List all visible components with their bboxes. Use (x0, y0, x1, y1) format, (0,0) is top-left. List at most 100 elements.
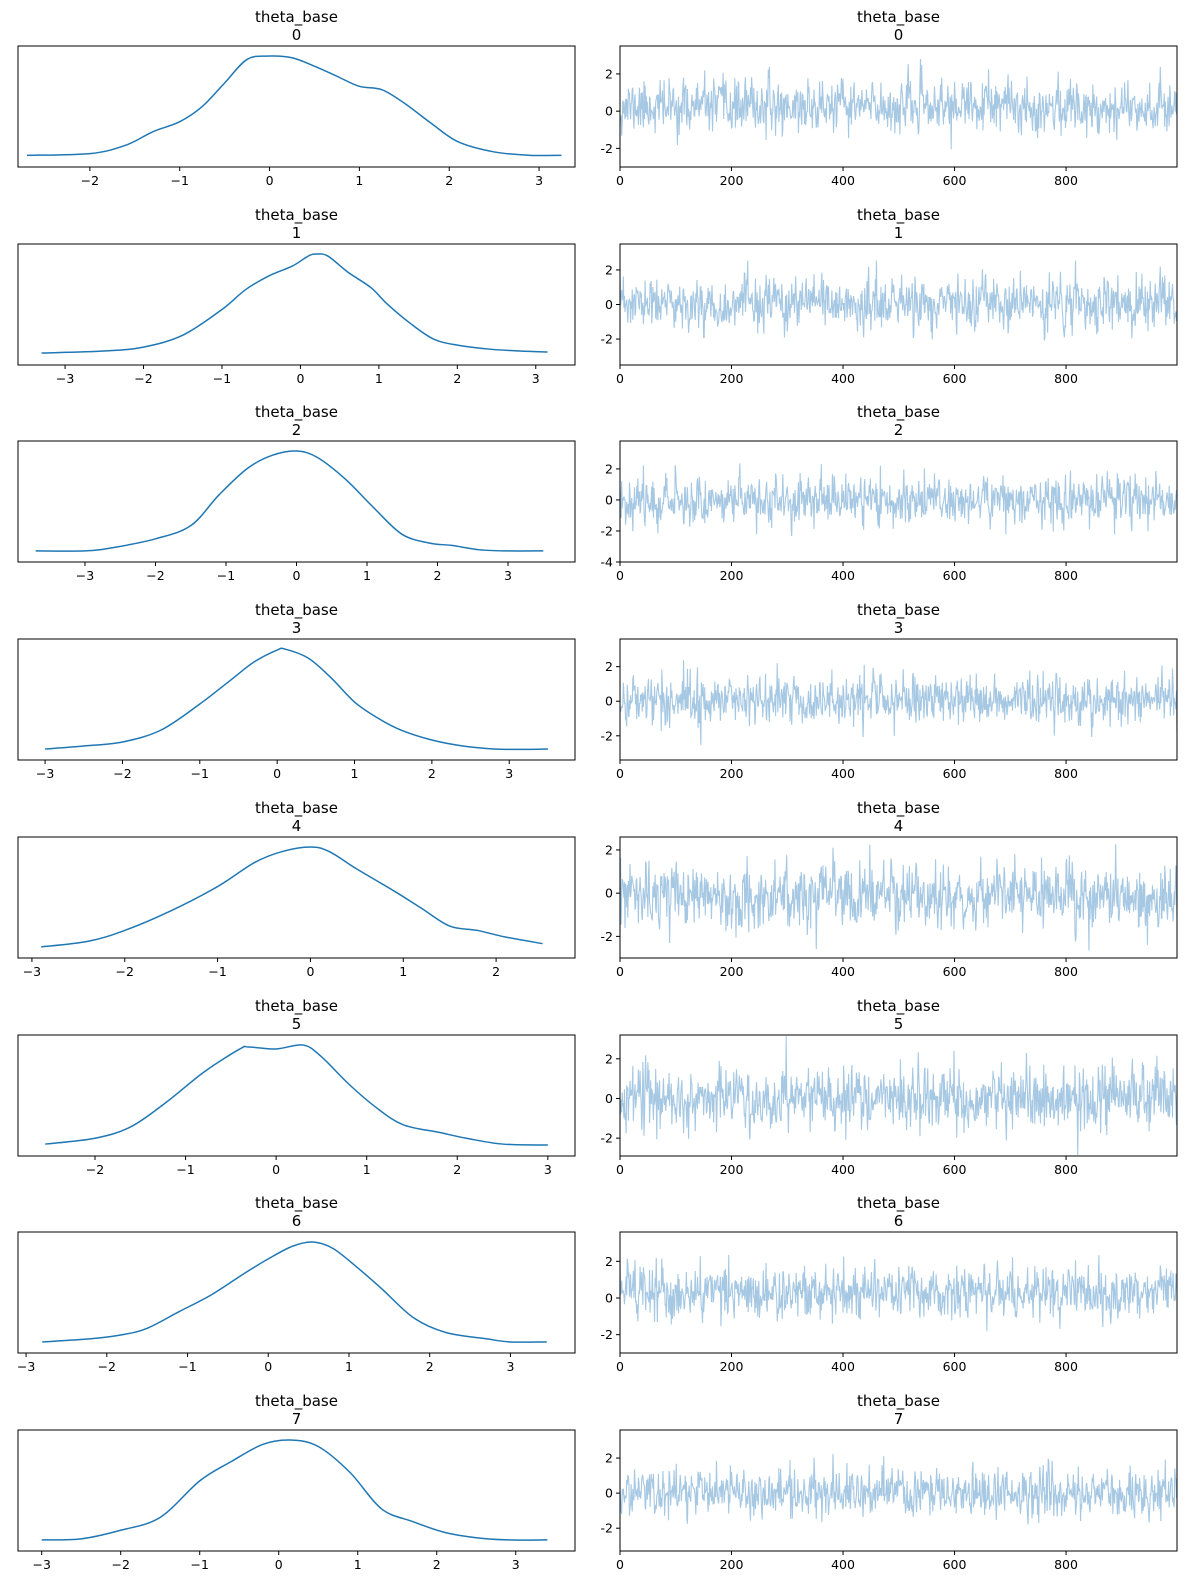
x-tick-label: 3 (532, 371, 540, 386)
axes-frame (17, 45, 576, 168)
axes-frame (619, 1231, 1178, 1354)
x-tick-label: 1 (354, 1557, 362, 1572)
x-tick-label: 200 (720, 1359, 744, 1374)
x-tick-label: 600 (943, 1162, 967, 1177)
y-tick-label: 2 (605, 461, 613, 476)
subplot-subtitle: 4 (894, 817, 904, 835)
trace-series-line (620, 463, 1177, 537)
x-tick-label: 400 (831, 1359, 855, 1374)
x-tick-label: 1 (363, 568, 371, 583)
x-tick-label: 2 (434, 568, 442, 583)
x-tick-label: −3 (23, 964, 41, 979)
y-tick-label: 0 (605, 1291, 613, 1306)
x-tick-label: 200 (720, 1162, 744, 1177)
subplot-title: theta_base (255, 1392, 338, 1411)
x-tick-label: 400 (831, 1162, 855, 1177)
x-tick-label: 400 (831, 173, 855, 188)
x-tick-label: 3 (535, 173, 543, 188)
x-tick-label: 800 (1054, 1557, 1078, 1572)
x-tick-label: 600 (943, 1557, 967, 1572)
x-tick-label: −2 (113, 766, 131, 781)
x-tick-label: 400 (831, 568, 855, 583)
y-tick-label: 2 (605, 66, 613, 81)
x-tick-label: 800 (1054, 1359, 1078, 1374)
x-tick-label: 1 (399, 964, 407, 979)
x-tick-label: −1 (190, 1557, 208, 1572)
x-tick-label: 2 (453, 371, 461, 386)
x-tick-label: 200 (720, 568, 744, 583)
x-tick-label: 2 (453, 1162, 461, 1177)
x-tick-label: −2 (134, 371, 152, 386)
x-tick-label: 2 (428, 766, 436, 781)
x-tick-label: −1 (176, 1162, 194, 1177)
x-tick-label: 200 (720, 766, 744, 781)
x-tick-label: 0 (616, 173, 624, 188)
x-tick-label: 3 (504, 568, 512, 583)
subplot-subtitle: 0 (894, 26, 904, 44)
x-tick-label: 0 (616, 766, 624, 781)
x-tick-label: 3 (505, 766, 513, 781)
kde-density-line (41, 1439, 548, 1541)
subplot-subtitle: 2 (292, 421, 302, 439)
x-tick-label: 3 (544, 1162, 552, 1177)
y-tick-label: 2 (605, 1051, 613, 1066)
y-tick-label: -2 (601, 1327, 613, 1342)
x-tick-label: −3 (56, 371, 74, 386)
subplot-title: theta_base (857, 997, 940, 1016)
subplot-title: theta_base (857, 601, 940, 620)
x-tick-label: −2 (98, 1359, 116, 1374)
subplot-subtitle: 5 (292, 1015, 302, 1033)
x-tick-label: 0 (275, 1557, 283, 1572)
x-tick-label: 2 (426, 1359, 434, 1374)
x-tick-label: −1 (191, 766, 209, 781)
subplot-subtitle: 1 (894, 224, 904, 242)
x-tick-label: 0 (293, 568, 301, 583)
subplot-title: theta_base (255, 206, 338, 225)
axes-frame (619, 45, 1178, 168)
kde-density-line (41, 253, 548, 354)
axes-frame (17, 836, 576, 959)
y-tick-label: 0 (605, 492, 613, 507)
subplot-title: theta_base (857, 206, 940, 225)
subplot-title: theta_base (255, 601, 338, 620)
y-tick-label: 2 (605, 842, 613, 857)
axes-frame (619, 836, 1178, 959)
x-tick-label: −1 (213, 371, 231, 386)
x-tick-label: 0 (266, 173, 274, 188)
x-tick-label: −2 (111, 1557, 129, 1572)
axes-frame (17, 243, 576, 366)
subplot-subtitle: 1 (292, 224, 302, 242)
x-tick-label: 200 (720, 1557, 744, 1572)
subplot-subtitle: 2 (894, 421, 904, 439)
x-tick-label: 0 (272, 1162, 280, 1177)
axes-frame (619, 440, 1178, 563)
x-tick-label: 0 (264, 1359, 272, 1374)
x-tick-label: 200 (720, 173, 744, 188)
trace-series-line (620, 58, 1177, 150)
y-tick-label: -2 (601, 1131, 613, 1146)
subplot-title: theta_base (255, 403, 338, 422)
x-tick-label: 600 (943, 173, 967, 188)
x-tick-label: 0 (616, 964, 624, 979)
subplot-title: theta_base (857, 1194, 940, 1213)
x-tick-label: 0 (616, 1359, 624, 1374)
x-tick-label: −3 (17, 1359, 35, 1374)
x-tick-label: 0 (616, 1162, 624, 1177)
kde-density-line (41, 846, 543, 948)
y-tick-label: -2 (601, 728, 613, 743)
axes-frame (17, 1231, 576, 1354)
y-tick-label: 2 (605, 659, 613, 674)
trace-series-line (620, 660, 1177, 746)
y-tick-label: 0 (605, 886, 613, 901)
x-tick-label: −1 (217, 568, 235, 583)
x-tick-label: 0 (306, 964, 314, 979)
